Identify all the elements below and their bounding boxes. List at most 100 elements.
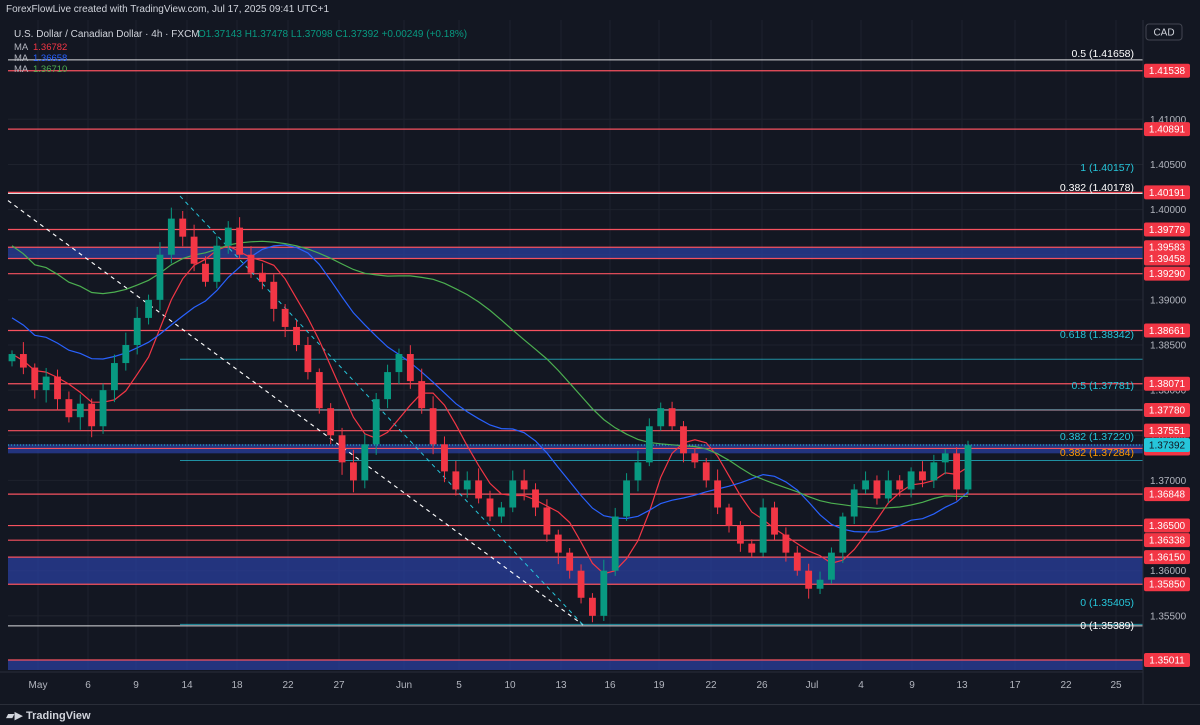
level-price-label: 1.39583 (1149, 243, 1186, 254)
candle-body (668, 408, 676, 427)
time-tick-label: 5 (456, 680, 462, 691)
ma-legend-value: 1.36658 (33, 53, 67, 64)
candle-body (429, 408, 437, 445)
candle-body (657, 408, 665, 427)
level-price-tag (1144, 533, 1190, 548)
price-tick-label: 1.40500 (1150, 160, 1187, 171)
candle-body (384, 372, 391, 400)
time-tick-label: 18 (231, 680, 243, 691)
grid (0, 20, 1200, 704)
candle-body (941, 453, 949, 463)
time-tick-label: 19 (653, 680, 665, 691)
fib-level-label: 0.618 (1.38342) (1060, 329, 1134, 341)
candle-body (65, 399, 73, 418)
candle-body (919, 471, 926, 481)
candle-body (418, 381, 426, 409)
time-tick-label: 22 (1060, 680, 1072, 691)
candle-body (19, 354, 27, 368)
time-tick-label: 22 (282, 680, 294, 691)
candle-body (258, 272, 266, 282)
candle-body (350, 462, 357, 481)
candle-body (247, 254, 255, 273)
moving-averages (11, 240, 969, 575)
candle-body (76, 403, 84, 418)
price-tick-label: 1.36000 (1150, 566, 1187, 577)
level-price-label: 1.40191 (1149, 188, 1186, 199)
tradingview-logo-text: TradingView (25, 710, 91, 722)
time-tick-label: 27 (333, 680, 345, 691)
candle-body (372, 399, 380, 445)
candle-body (702, 462, 710, 481)
level-price-label: 1.41538 (1149, 66, 1186, 77)
time-tick-label: 9 (909, 680, 915, 691)
ma-legend-label: MA (14, 64, 29, 75)
level-price-label: 1.39779 (1149, 225, 1186, 236)
level-price-tag (1144, 376, 1190, 391)
candle-body (111, 363, 118, 391)
level-price-label: 1.36500 (1149, 521, 1186, 532)
candle-body (475, 480, 483, 499)
price-tick-label: 1.41000 (1150, 115, 1187, 126)
time-tick-label: 26 (756, 680, 768, 691)
level-price-label: 1.40891 (1149, 125, 1186, 136)
candle-body (793, 552, 801, 571)
candle-body (315, 372, 323, 409)
candle-body (361, 444, 369, 481)
dashed-trendline-white (7, 200, 584, 626)
level-price-label: 1.37780 (1149, 406, 1186, 417)
level-price-tag (1144, 222, 1190, 237)
candle-body (406, 354, 414, 382)
watermark-bar: ForexFlowLive created with TradingView.c… (0, 0, 1200, 20)
candle-body (270, 281, 278, 309)
candle-body (600, 570, 608, 616)
level-price-label: 1.35011 (1149, 655, 1185, 666)
candle-body (589, 597, 596, 616)
candle-body (293, 326, 300, 345)
candle-body (224, 227, 232, 246)
price-axis[interactable]: 1.410001.405001.400001.395001.390001.385… (1142, 20, 1190, 704)
candle-body (88, 403, 96, 427)
fib-level-label: 0.382 (1.40178) (1060, 182, 1134, 194)
dashed-trendline-cyan (179, 195, 584, 626)
legend: U.S. Dollar / Canadian Dollar · 4h · FXC… (14, 29, 467, 75)
candle-body (862, 480, 869, 490)
supply-demand-zone (8, 557, 1143, 585)
supply-demand-zone (8, 247, 1143, 259)
level-price-tag (1144, 240, 1190, 255)
candle-body (566, 552, 574, 571)
candle-body (680, 426, 687, 454)
time-tick-label: 22 (705, 680, 717, 691)
time-tick-label: Jun (396, 680, 412, 691)
moving-average-line (11, 240, 969, 509)
price-chart[interactable]: 0.5 (1.41658) 1 (1.40157) 0.382 (1.40178) 0… (0, 20, 1200, 704)
candle-body (645, 426, 653, 463)
fib-level-label: 0 (1.35405) (1080, 597, 1134, 609)
candle-body (532, 489, 539, 508)
symbol-title: U.S. Dollar / Canadian Dollar · 4h · FXC… (14, 29, 200, 40)
level-price-tag (1144, 518, 1190, 533)
ohlc-values: O1.37143 H1.37478 L1.37098 C1.37392 +0.0… (198, 29, 467, 40)
candle-body (623, 480, 630, 517)
ma-legend-label: MA (14, 42, 29, 53)
current-price-label: 1.37392 (1149, 441, 1186, 452)
trend-lines (7, 195, 584, 626)
candle-body (509, 480, 517, 508)
candle-body (930, 462, 938, 481)
candle-body (839, 516, 847, 553)
candle-body (133, 317, 141, 345)
candle-body (179, 218, 187, 237)
level-price-tag (1144, 122, 1190, 137)
moving-average-line (11, 244, 969, 533)
fib-level-label: 0.5 (1.37781) (1072, 380, 1134, 392)
time-axis[interactable]: May 6 9 14 18 22 27 Jun 5 10 13 16 19 22 26 Jul 4 9 13 17 22… (0, 671, 1143, 691)
candle-body (907, 471, 915, 490)
chart-area[interactable]: 0.5 (1.41658) 1 (1.40157) 0.382 (1.40178) 0… (0, 20, 1200, 704)
candle-body (8, 354, 16, 362)
time-tick-label: 16 (604, 680, 616, 691)
level-price-tag (1144, 403, 1190, 417)
level-price-label: 1.37551 (1149, 426, 1186, 437)
time-tick-label: 17 (1009, 680, 1021, 691)
candle-body (156, 254, 164, 300)
tradingview-logo[interactable]: ▰▶ TradingView (6, 709, 91, 722)
level-price-tag (1144, 487, 1190, 502)
